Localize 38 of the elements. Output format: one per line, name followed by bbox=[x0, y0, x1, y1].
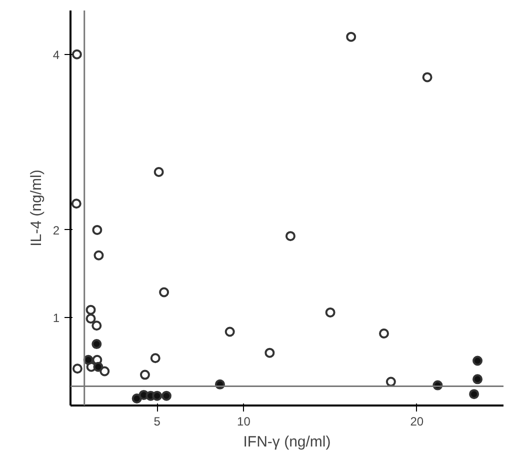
point bbox=[161, 390, 172, 401]
point bbox=[159, 287, 170, 298]
point bbox=[100, 366, 110, 376]
point bbox=[469, 389, 480, 400]
point bbox=[72, 49, 82, 60]
point bbox=[150, 353, 160, 364]
y-axis-title: IL-4 (ng/ml) bbox=[28, 170, 45, 246]
x-axis-title: IFN-γ (ng/ml) bbox=[243, 434, 331, 450]
point bbox=[86, 314, 96, 324]
point bbox=[152, 390, 162, 401]
y-tick-label: 1 bbox=[52, 311, 60, 326]
point bbox=[264, 348, 275, 358]
point bbox=[92, 320, 102, 331]
point bbox=[86, 304, 96, 315]
point bbox=[92, 224, 102, 235]
point bbox=[132, 393, 142, 404]
point bbox=[346, 32, 356, 42]
x-tick-label: 10 bbox=[237, 414, 251, 428]
y-tick-label: 2 bbox=[52, 223, 60, 238]
point bbox=[285, 231, 296, 242]
point bbox=[378, 328, 389, 339]
point bbox=[472, 374, 483, 384]
point bbox=[422, 72, 432, 82]
point bbox=[140, 370, 150, 380]
point bbox=[94, 250, 104, 260]
point bbox=[71, 198, 82, 209]
x-tick-label: 5 bbox=[154, 414, 161, 428]
point bbox=[325, 307, 336, 318]
point bbox=[224, 326, 235, 337]
point bbox=[93, 362, 104, 372]
x-tick-label: 20 bbox=[410, 414, 424, 428]
point bbox=[472, 356, 483, 366]
point bbox=[83, 354, 94, 365]
point bbox=[386, 376, 396, 387]
y-tick-label: 4 bbox=[52, 48, 60, 62]
point bbox=[92, 339, 102, 350]
point bbox=[154, 167, 164, 178]
point bbox=[72, 364, 82, 374]
